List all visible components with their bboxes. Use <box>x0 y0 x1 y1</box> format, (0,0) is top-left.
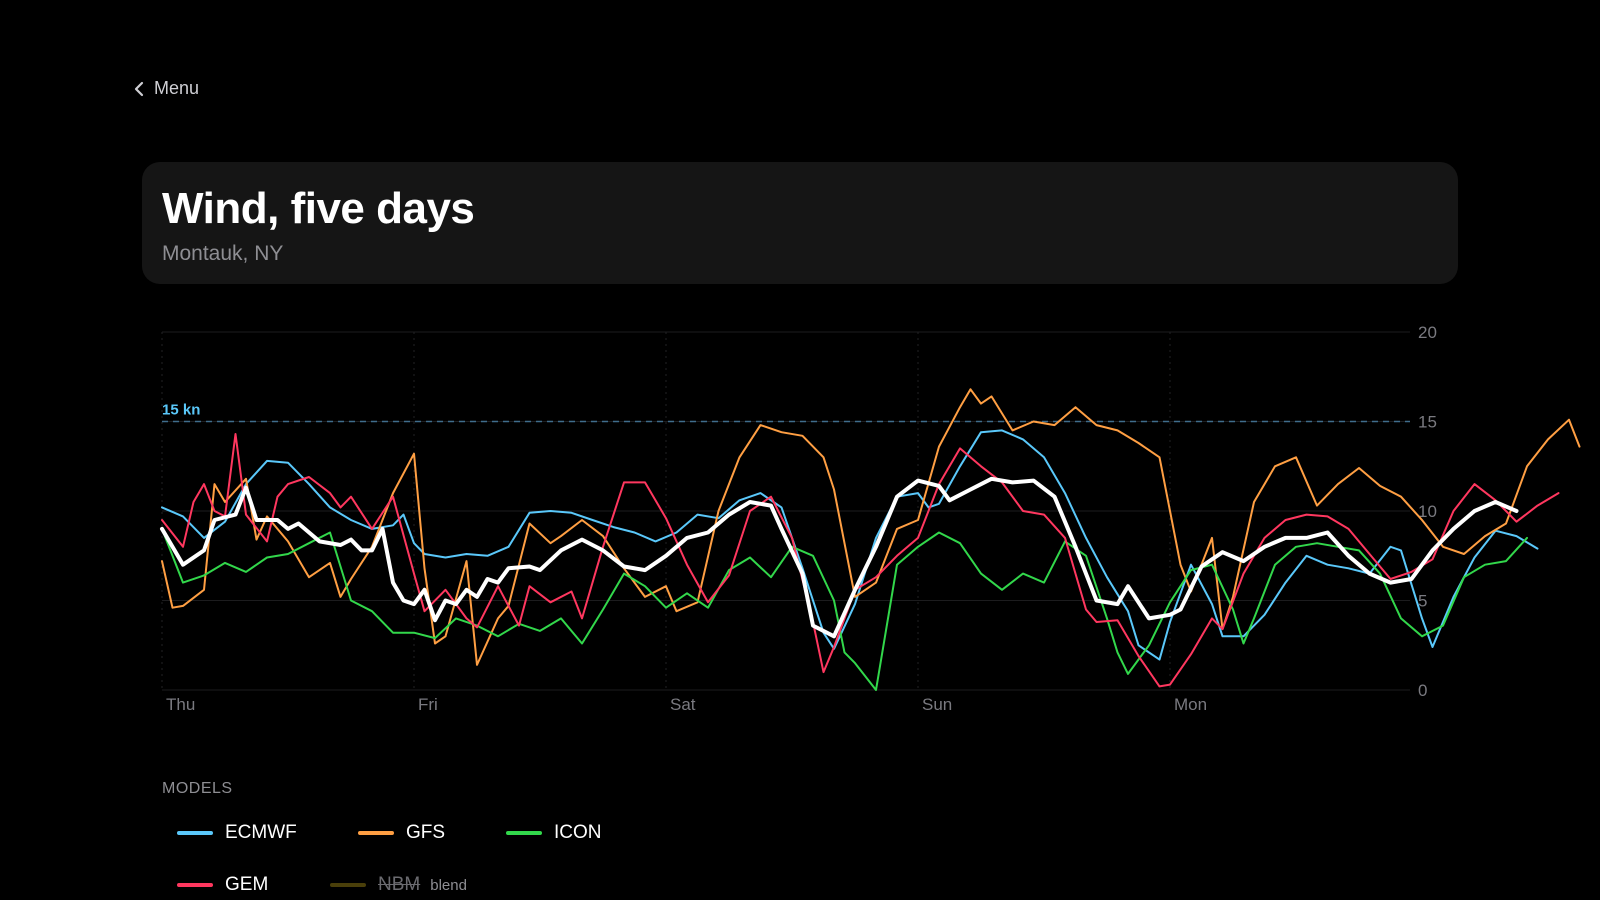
x-tick-label-sun: Sun <box>922 695 952 714</box>
series-line-gfs <box>161 388 1581 666</box>
x-tick-label-thu: Thu <box>166 695 195 714</box>
y-tick-label: 0 <box>1418 681 1427 700</box>
back-button[interactable]: Menu <box>134 78 199 99</box>
header-card: Wind, five days Montauk, NY <box>142 162 1458 284</box>
y-tick-label: 5 <box>1418 592 1427 611</box>
legend-note-blend: blend <box>430 876 467 894</box>
x-tick-label-mon: Mon <box>1174 695 1207 714</box>
legend-item-nbm[interactable]: NBM blend <box>330 874 467 896</box>
series-line-gem <box>161 433 1560 688</box>
y-tick-label: 20 <box>1418 323 1437 342</box>
chevron-left-icon <box>134 81 144 96</box>
legend-label-ecmwf: ECMWF <box>225 822 297 843</box>
x-tick-label-fri: Fri <box>418 695 438 714</box>
legend-item-ecmwf[interactable]: ECMWF <box>177 822 297 844</box>
x-tick-label-sat: Sat <box>670 695 696 714</box>
y-tick-label: 10 <box>1418 502 1437 521</box>
legend-item-gem[interactable]: GEM <box>177 874 268 896</box>
legend-label-nbm: NBM <box>378 874 421 895</box>
page-title: Wind, five days <box>162 184 475 233</box>
legend-item-icon[interactable]: ICON <box>506 822 602 844</box>
series-line-blend <box>160 476 1519 639</box>
legend-heading: MODELS <box>162 780 233 797</box>
threshold-label: 15 kn <box>162 402 200 419</box>
legend-label-gem: GEM <box>225 874 269 895</box>
legend-label-gfs: GFS <box>406 822 446 843</box>
back-label: Menu <box>154 78 200 98</box>
series-line-icon <box>161 527 1528 691</box>
legend-item-gfs[interactable]: GFS <box>358 822 445 844</box>
legend-swatch-gfs <box>358 831 394 835</box>
legend-label-icon: ICON <box>554 822 602 843</box>
y-tick-label: 15 <box>1418 413 1437 432</box>
wind-chart: 0 5 10 15 20 Thu Fri Sat Sun Mon 15 kn <box>160 323 1581 714</box>
legend-swatch-ecmwf <box>177 831 213 835</box>
legend-swatch-gem <box>177 883 213 887</box>
location-subtitle: Montauk, NY <box>162 242 284 265</box>
legend-swatch-icon <box>506 831 542 835</box>
legend-swatch-nbm <box>330 883 366 887</box>
